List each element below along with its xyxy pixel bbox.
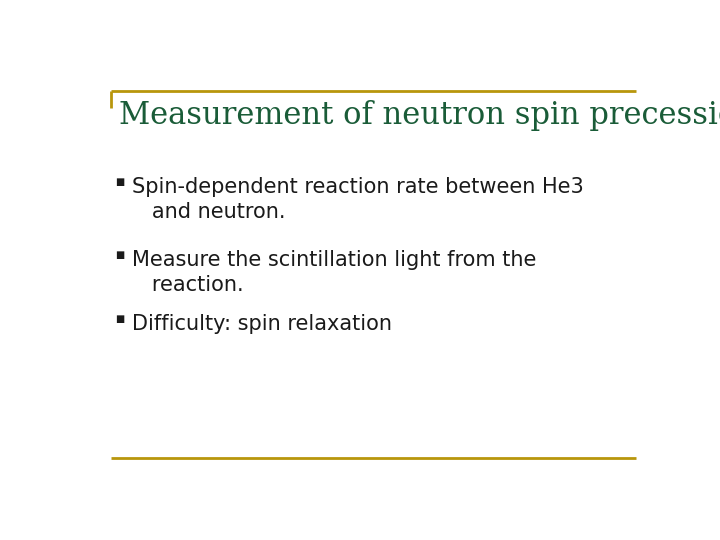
Text: ■: ■ — [115, 250, 125, 260]
Text: Difficulty: spin relaxation: Difficulty: spin relaxation — [132, 314, 392, 334]
Text: ■: ■ — [115, 314, 125, 325]
Text: Measurement of neutron spin precession: Measurement of neutron spin precession — [119, 100, 720, 131]
Text: ■: ■ — [115, 177, 125, 187]
Text: Spin-dependent reaction rate between He3
   and neutron.: Spin-dependent reaction rate between He3… — [132, 177, 584, 222]
Text: Measure the scintillation light from the
   reaction.: Measure the scintillation light from the… — [132, 250, 536, 295]
